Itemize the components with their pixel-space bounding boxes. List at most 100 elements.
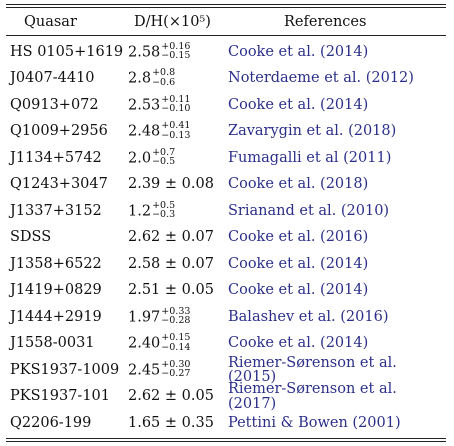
table-row: SDSS 2.62 ± 0.07 Cooke et al. (2016) [10, 225, 446, 251]
reference-link[interactable]: Riemer-Sørenson et al. (2017) [228, 381, 397, 412]
quasar-name: Q1009+2956 [10, 123, 108, 140]
dh-asym-errors: +0.16 −0.15 [161, 40, 191, 61]
dh-upper-error: +0.30 [161, 358, 191, 370]
dh-lower-error: −0.10 [161, 103, 191, 114]
dh-central-value: 2.62 ± 0.05 [128, 388, 214, 405]
dh-central-value: 2.45 [128, 362, 161, 378]
dh-lower-error: −0.3 [152, 209, 176, 220]
reference-link[interactable]: Cooke et al. (2014) [228, 255, 369, 272]
reference-link[interactable]: Cooke et al. (2014) [228, 335, 369, 352]
dh-lower-error: −0.28 [161, 315, 191, 326]
quasar-name: J1558-0031 [10, 335, 95, 352]
dh-upper-error: +0.41 [161, 120, 191, 131]
dh-upper-error: +0.11 [161, 93, 191, 105]
dh-value: 2.53 +0.11 −0.10 [128, 93, 228, 115]
quasar-name: J1134+5742 [10, 149, 102, 166]
dh-value: 2.48 +0.41 −0.13 [128, 121, 228, 141]
table-row: J1419+0829 2.51 ± 0.05 Cooke et al. (2014) [10, 278, 446, 304]
dh-lower-error: −0.15 [161, 50, 191, 61]
dh-value: 2.45 +0.30 −0.27 [128, 358, 228, 380]
table-row: J1358+6522 2.58 ± 0.07 Cooke et al. (2014) [10, 251, 446, 277]
dh-asym-errors: +0.11 −0.10 [161, 93, 191, 114]
table-row: J1134+5742 2.0 +0.7 −0.5 Fumagalli et al (20… [10, 145, 446, 171]
dh-upper-error: +0.33 [161, 305, 191, 317]
dh-central-value: 2.8 [128, 70, 152, 87]
table-row: J1444+2919 1.97 +0.33 −0.28 Balashev et al. … [10, 304, 446, 330]
bottom-rule [6, 438, 446, 439]
table-row: Q1009+2956 2.48 +0.41 −0.13 Zavarygin et al.… [10, 119, 446, 145]
reference-link[interactable]: Cooke et al. (2016) [228, 229, 369, 246]
dh-value: 2.62 ± 0.05 [128, 389, 228, 404]
quasar-name: J1358+6522 [10, 255, 102, 272]
dh-upper-error: +0.5 [152, 199, 176, 211]
dh-lower-error: −0.6 [152, 76, 176, 88]
dh-value: 2.40 +0.15 −0.14 [128, 333, 228, 353]
dh-value: 2.58 +0.16 −0.15 [128, 40, 228, 62]
dh-upper-error: +0.16 [161, 40, 191, 52]
reference-link[interactable]: Fumagalli et al (2011) [228, 149, 392, 166]
table-header: Quasar D/H(×10⁵) References [10, 11, 446, 33]
dh-asym-errors: +0.30 −0.27 [161, 358, 191, 379]
dh-central-value: 2.58 [128, 44, 161, 60]
dh-upper-error: +0.15 [161, 332, 191, 343]
reference-link[interactable]: Cooke et al. (2018) [228, 176, 369, 193]
dh-value: 1.2 +0.5 −0.3 [128, 199, 228, 221]
dh-value: 2.8 +0.8 −0.6 [128, 68, 228, 88]
dh-asym-errors: +0.15 −0.14 [161, 333, 190, 352]
dh-value: 2.58 ± 0.07 [128, 257, 228, 272]
dh-central-value: 2.53 [128, 97, 161, 113]
table-row: J1337+3152 1.2 +0.5 −0.3 Srianand et al. (20… [10, 198, 446, 224]
dh-central-value: 2.48 [128, 123, 161, 140]
quasar-name: Q2206-199 [10, 414, 92, 431]
dh-value: 2.62 ± 0.07 [128, 230, 228, 245]
dh-central-value: 2.62 ± 0.07 [128, 229, 214, 246]
top-rule [6, 4, 446, 5]
quasar-name: J1419+0829 [10, 282, 102, 299]
reference-link[interactable]: Cooke et al. (2014) [228, 96, 369, 113]
table-row: PKS1937-1009 2.45 +0.30 −0.27 Riemer-Sørenso… [10, 354, 446, 385]
table-row: PKS1937-101 2.62 ± 0.05 Riemer-Sørenson et… [10, 381, 446, 412]
table-row: J1558-0031 2.40 +0.15 −0.14 Cooke et al. (20… [10, 331, 446, 357]
dh-value: 2.51 ± 0.05 [128, 283, 228, 298]
dh-central-value: 2.51 ± 0.05 [128, 282, 214, 299]
table-row: J0407-4410 2.8 +0.8 −0.6 Noterdaeme et al. (… [10, 66, 446, 92]
dh-central-value: 2.39 ± 0.08 [128, 176, 214, 193]
quasar-name: J1337+3152 [10, 202, 102, 219]
dh-central-value: 2.58 ± 0.07 [128, 255, 214, 272]
header-rule [6, 35, 446, 36]
reference-link[interactable]: Cooke et al. (2014) [228, 43, 369, 60]
reference-link[interactable]: Zavarygin et al. (2018) [228, 123, 397, 140]
table-row: Q0913+072 2.53 +0.11 −0.10 Cooke et al. (201… [10, 92, 446, 118]
quasar-name: PKS1937-1009 [10, 361, 120, 378]
dh-asym-errors: +0.41 −0.13 [161, 121, 190, 140]
dh-asym-errors: +0.8 −0.6 [152, 68, 175, 87]
table-row: HS 0105+1619 2.58 +0.16 −0.15 Cooke et al. (… [10, 39, 446, 65]
dh-lower-error: −0.13 [161, 129, 191, 141]
dh-central-value: 1.65 ± 0.35 [128, 414, 214, 431]
reference-link[interactable]: Pettini & Bowen (2001) [228, 414, 401, 431]
dh-upper-error: +0.7 [152, 146, 176, 158]
reference-link[interactable]: Balashev et al. (2016) [228, 308, 389, 325]
quasar-name: PKS1937-101 [10, 388, 110, 405]
dh-central-value: 1.2 [128, 203, 152, 219]
reference-link[interactable]: Srianand et al. (2010) [228, 202, 390, 219]
quasar-name: J0407-4410 [10, 70, 95, 87]
dh-value: 1.65 ± 0.35 [128, 416, 228, 431]
dh-central-value: 1.97 [128, 309, 161, 325]
reference-link[interactable]: Noterdaeme et al. (2012) [228, 70, 414, 87]
table-row: Q1243+3047 2.39 ± 0.08 Cooke et al. (2018) [10, 172, 446, 198]
reference-link[interactable]: Cooke et al. (2014) [228, 282, 369, 299]
dh-value: 1.97 +0.33 −0.28 [128, 305, 228, 327]
dh-asym-errors: +0.7 −0.5 [152, 146, 176, 167]
dh-asym-errors: +0.33 −0.28 [161, 305, 191, 326]
dh-value: 2.39 ± 0.08 [128, 177, 228, 192]
header-references: References [284, 13, 367, 30]
header-quasar: Quasar [24, 13, 77, 30]
dh-upper-error: +0.8 [152, 67, 176, 78]
reference-link[interactable]: Riemer-Sørenson et al. (2015) [228, 354, 397, 385]
dh-asym-errors: +0.5 −0.3 [152, 199, 176, 220]
dh-value: 2.0 +0.7 −0.5 [128, 146, 228, 168]
dh-lower-error: −0.27 [161, 368, 191, 379]
header-dh: D/H(×10⁵) [134, 13, 211, 30]
